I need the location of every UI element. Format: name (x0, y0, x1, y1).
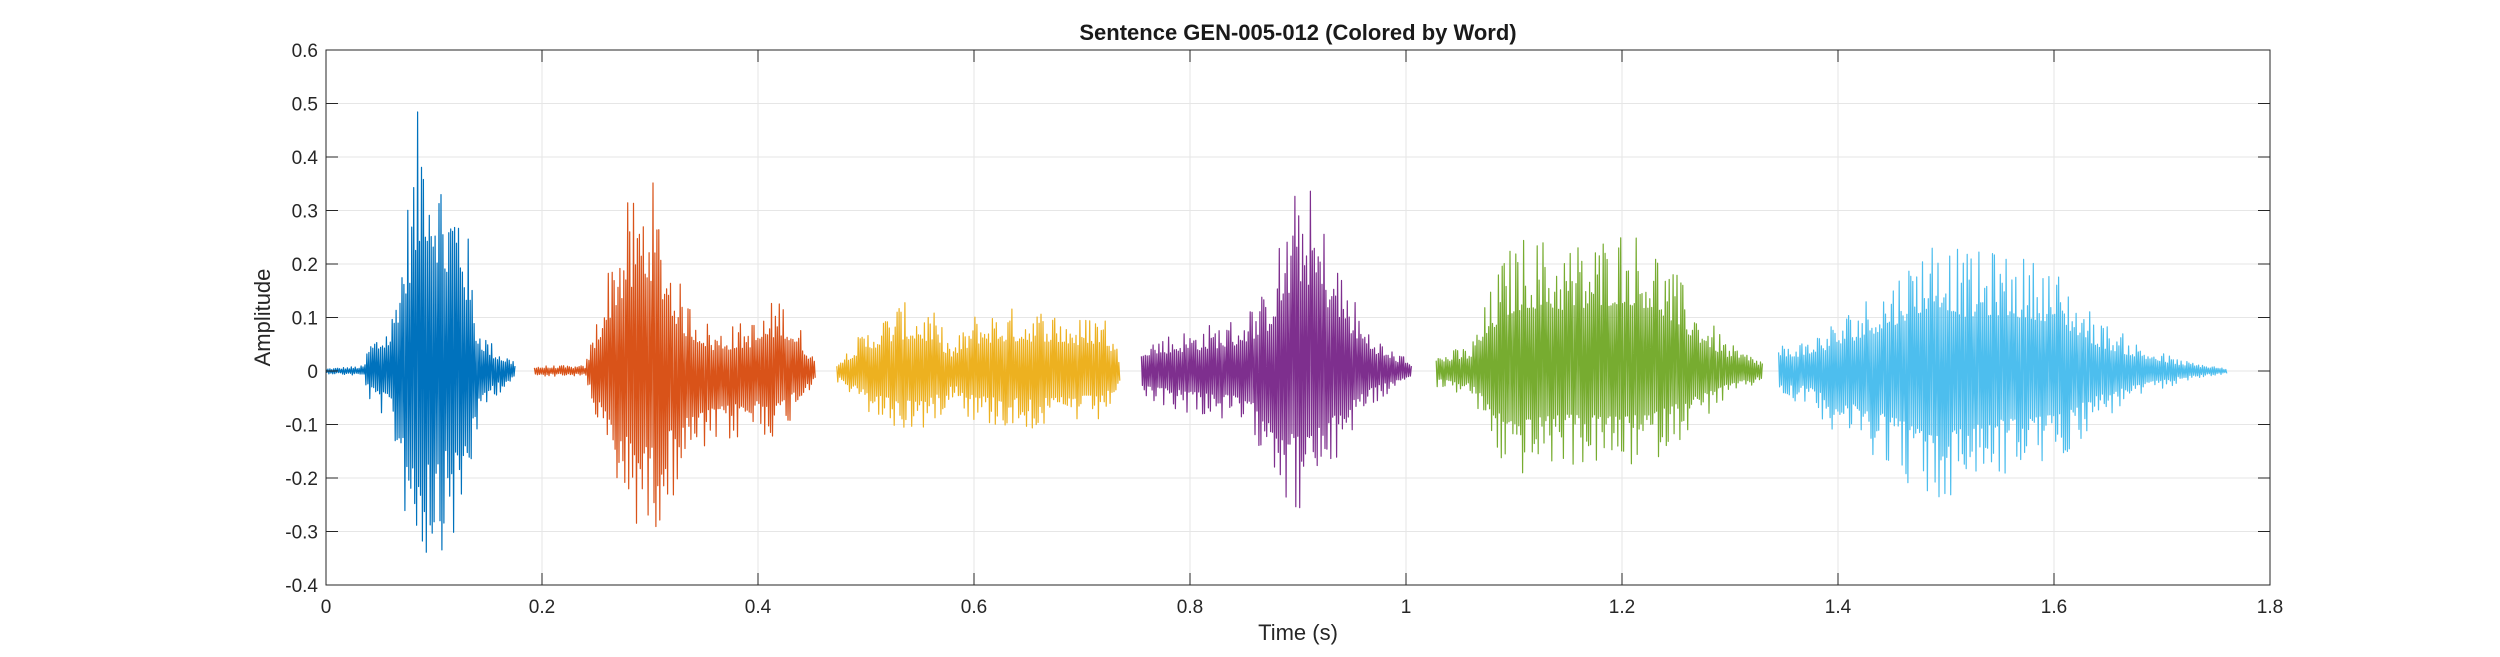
y-axis-title: Amplitude (250, 269, 275, 367)
x-tick-label: 1.4 (1825, 597, 1852, 618)
y-tick-label: 0.4 (292, 148, 319, 169)
y-tick-label: -0.4 (285, 576, 318, 597)
x-tick-label: 0.8 (1177, 597, 1203, 618)
x-tick-label: 1.8 (2257, 597, 2283, 618)
x-tick-label: 0 (321, 597, 332, 618)
y-tick-label: -0.2 (285, 469, 318, 490)
x-tick-label: 0.6 (961, 597, 987, 618)
x-tick-label: 0.2 (529, 597, 555, 618)
y-tick-label: -0.1 (285, 416, 318, 437)
y-tick-label: 0.3 (292, 202, 318, 223)
word-waveform-4 (1140, 190, 1412, 509)
y-tick-label: 0 (307, 362, 318, 383)
y-tick-label: 0.5 (292, 95, 318, 116)
x-axis-title: Time (s) (1258, 620, 1338, 645)
series-layer (325, 111, 2228, 553)
x-tick-label: 1.6 (2041, 597, 2067, 618)
ticks: 0 0.2 0.4 0.6 0.8 1 1.2 1.4 1.6 1.8 -0.4 -0.3 -0.2 -0… (285, 41, 2283, 618)
x-tick-label: 1.2 (1609, 597, 1635, 618)
word-waveform-5 (1435, 237, 1763, 474)
chart-title: Sentence GEN-005-012 (Colored by Word) (1079, 20, 1516, 45)
x-tick-label: 1 (1401, 597, 1412, 618)
y-tick-label: 0.2 (292, 255, 318, 276)
word-waveform-3 (836, 302, 1121, 429)
y-tick-label: 0.1 (292, 309, 318, 330)
word-waveform-2 (533, 182, 816, 528)
x-tick-label: 0.4 (745, 597, 772, 618)
y-tick-label: -0.3 (285, 523, 318, 544)
word-waveform-1 (325, 111, 516, 553)
y-tick-label: 0.6 (292, 41, 318, 62)
word-waveform-6 (1778, 247, 2228, 498)
